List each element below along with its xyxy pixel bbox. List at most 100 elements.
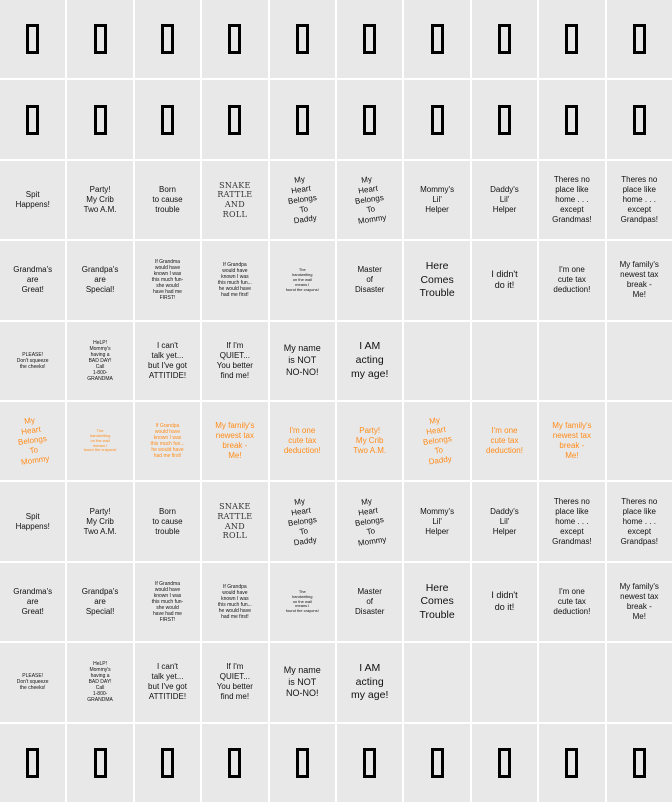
glyph-cell (404, 0, 470, 79)
text-cell: Mommy's Lil' Helper (404, 160, 470, 240)
cell-text: The handwriting on the wall means I foun… (83, 428, 117, 453)
cell-text: My name is NOT NO-NO! (283, 664, 321, 699)
text-cell: My family's newest tax break - Me! (606, 241, 672, 320)
cell-text: My Heart Belongs To Mommy (354, 174, 388, 226)
cell-text: Mommy's Lil' Helper (420, 184, 455, 214)
cell-text: If Grandpa would have known I was this m… (150, 423, 185, 460)
cell-text: The handwriting on the wall means I foun… (285, 589, 319, 614)
cell-text: PLEASE! Don't squeeze the cheeks! (16, 351, 49, 370)
text-cell: If Grandpa would have known I was this m… (202, 562, 268, 642)
glyph-cell (0, 80, 66, 159)
cell-text: Master of Disaster (355, 265, 385, 295)
glyph-cell (134, 723, 201, 802)
glyph-cell (0, 0, 66, 79)
cell-text: My Heart Belongs To Mommy (354, 496, 388, 548)
glyph-cell (67, 80, 133, 159)
glyph-cell (606, 0, 672, 79)
text-cell: If Grandpa would have known I was this m… (134, 402, 201, 481)
text-cell (404, 643, 470, 722)
glyph-cell (471, 80, 538, 159)
text-cell: SNAKE RATTLE AND ROLL (202, 160, 268, 240)
glyph-cell (202, 723, 268, 802)
text-cell: HeLP! Mommy's having a BAD DAY! Call 1-8… (67, 643, 133, 722)
glyph-cell (269, 0, 335, 79)
cell-text: My name is NOT NO-NO! (283, 343, 321, 377)
text-cell: Grandma's are Great! (0, 241, 66, 320)
text-cell (606, 643, 672, 722)
text-cell: Here Comes Trouble (404, 241, 470, 320)
text-cell: Grandma's are Great! (0, 562, 66, 642)
box-glyph-icon (632, 104, 646, 135)
text-cell: The handwriting on the wall means I foun… (67, 402, 133, 481)
cell-text: Party! My Crib Two A.M. (83, 184, 117, 214)
cell-text: Born to cause trouble (152, 184, 183, 214)
text-cell: Party! My Crib Two A.M. (337, 402, 403, 481)
text-cell: My Heart Belongs To Daddy (269, 160, 335, 240)
glyph-cell (0, 723, 66, 802)
cell-text: The handwriting on the wall means I foun… (285, 267, 319, 292)
cell-text: My Heart Belongs To Daddy (422, 415, 452, 467)
cell-text: Theres no place like home . . . except G… (620, 496, 658, 546)
text-cell: The handwriting on the wall means I foun… (269, 562, 335, 642)
text-cell: The handwriting on the wall means I foun… (269, 241, 335, 320)
cell-text: SNAKE RATTLE AND ROLL (217, 180, 253, 219)
box-glyph-icon (565, 104, 579, 135)
text-cell: Grandpa's are Special! (67, 562, 133, 642)
text-cell: I can't talk yet... but I've got ATTITID… (134, 321, 201, 400)
cell-text: I AM acting my age! (351, 661, 389, 702)
text-cell (471, 643, 538, 722)
cell-text: My family's newest tax break - Me! (619, 581, 659, 621)
text-cell: My Heart Belongs To Mommy (337, 160, 403, 240)
cell-text: HeLP! Mommy's having a BAD DAY! Call 1-8… (87, 661, 113, 704)
box-glyph-icon (228, 24, 242, 55)
cell-text: Spit Happens! (15, 511, 50, 531)
box-glyph-icon (430, 24, 444, 55)
cell-text: My Heart Belongs To Daddy (287, 174, 318, 226)
text-cell: Here Comes Trouble (404, 562, 470, 642)
cell-text: Grandma's are Great! (13, 265, 53, 295)
text-cell: My Heart Belongs To Mommy (0, 402, 66, 481)
glyph-cell (539, 80, 605, 159)
glyph-cell (202, 80, 268, 159)
text-cell: I didn't do it! (471, 562, 538, 642)
box-glyph-icon (295, 104, 309, 135)
cell-text: I'm one cute tax deduction! (486, 426, 523, 456)
cell-text: SNAKE RATTLE AND ROLL (217, 502, 253, 541)
glyph-cell (67, 723, 133, 802)
cell-text: Grandpa's are Special! (81, 265, 119, 295)
glyph-cell (471, 0, 538, 79)
cell-text: Party! My Crib Two A.M. (353, 426, 387, 456)
glyph-cell (67, 0, 133, 79)
text-cell: My family's newest tax break - Me! (539, 402, 605, 481)
cell-text: My family's newest tax break - Me! (215, 421, 255, 461)
cell-text: If Grandpa would have known I was this m… (217, 583, 252, 620)
cell-text: I didn't do it! (491, 590, 518, 612)
text-cell (606, 402, 672, 481)
text-cell: I didn't do it! (471, 241, 538, 320)
cell-text: Spit Happens! (15, 189, 50, 209)
glyph-cell (606, 80, 672, 159)
text-cell: Born to cause trouble (134, 160, 201, 240)
glyph-cell (539, 0, 605, 79)
cell-text: If I'm QUIET... You better find me! (216, 340, 253, 380)
text-cell: My name is NOT NO-NO! (269, 643, 335, 722)
text-cell: I'm one cute tax deduction! (471, 402, 538, 481)
text-cell: Master of Disaster (337, 241, 403, 320)
cell-text: Born to cause trouble (152, 506, 183, 536)
glyph-cell (337, 0, 403, 79)
cell-text: I'm one cute tax deduction! (553, 586, 591, 616)
cell-text: Theres no place like home . . . except G… (620, 174, 658, 224)
cell-text: I'm one cute tax deduction! (283, 426, 321, 456)
glyph-cell (269, 723, 335, 802)
box-glyph-icon (160, 104, 174, 135)
glyph-cell (471, 723, 538, 802)
text-cell: If I'm QUIET... You better find me! (202, 643, 268, 722)
text-cell: If I'm QUIET... You better find me! (202, 321, 268, 400)
cell-text: Mommy's Lil' Helper (420, 506, 455, 536)
text-cell: PLEASE! Don't squeeze the cheeks! (0, 321, 66, 400)
cell-text: PLEASE! Don't squeeze the cheeks! (16, 673, 49, 692)
box-glyph-icon (93, 747, 107, 778)
cell-text: I can't talk yet... but I've got ATTITID… (148, 662, 187, 702)
cell-text: If I'm QUIET... You better find me! (216, 662, 253, 702)
